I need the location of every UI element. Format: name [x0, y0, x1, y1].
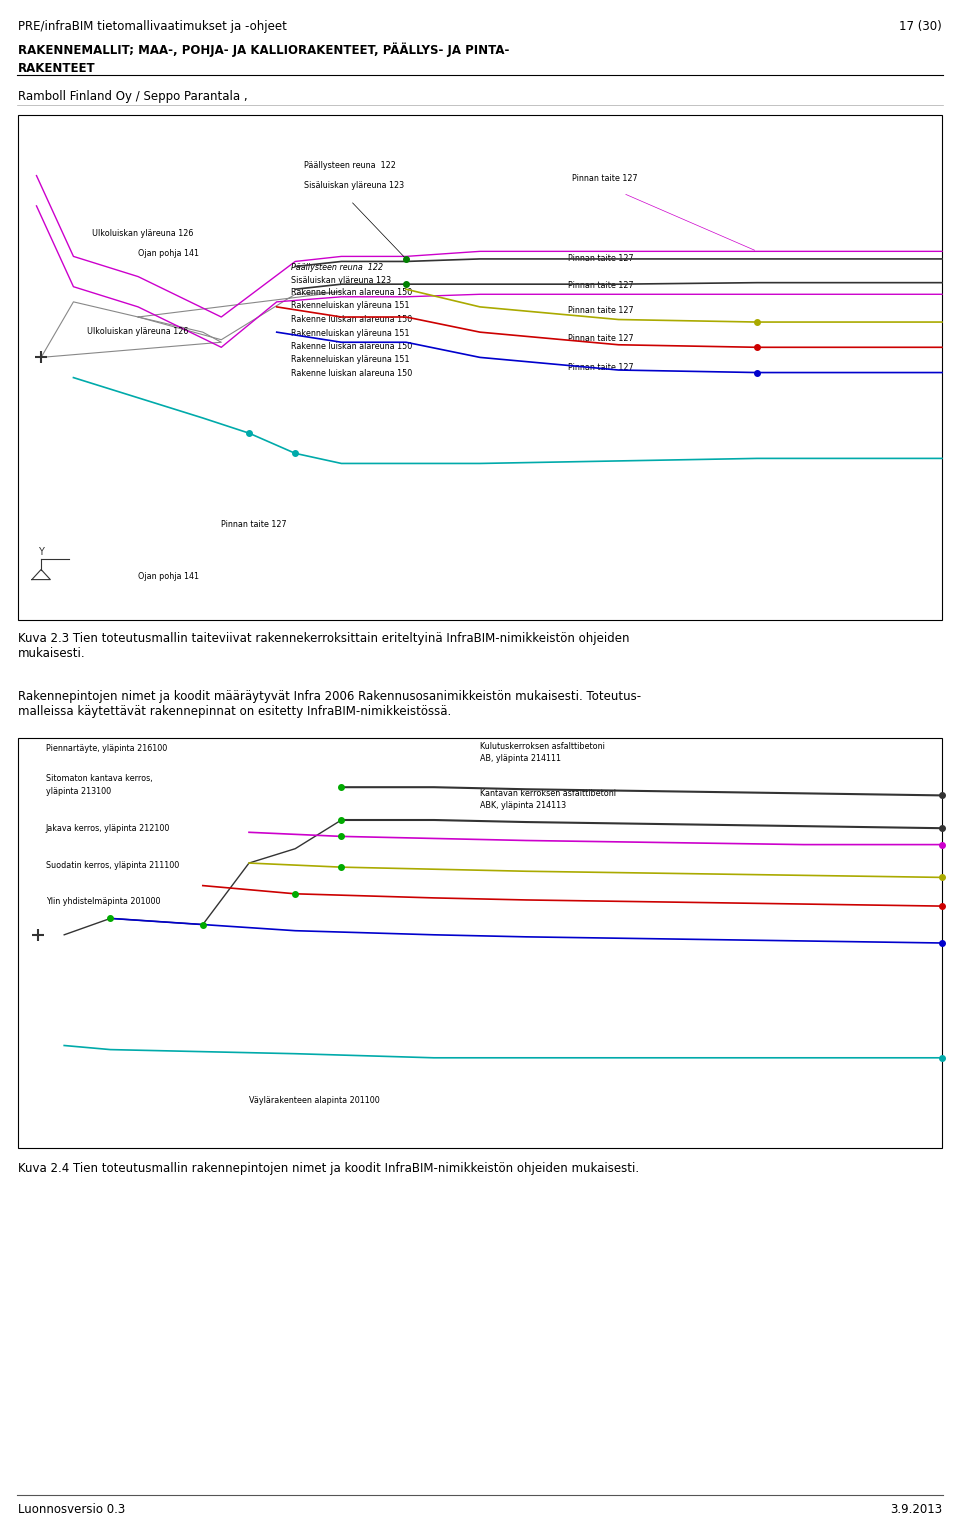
Text: PRE/infraBIM tietomallivaatimukset ja -ohjeet: PRE/infraBIM tietomallivaatimukset ja -o…	[18, 20, 287, 34]
Text: Rakennepintojen nimet ja koodit määräytyvät Infra 2006 Rakennusosanimikkeistön m: Rakennepintojen nimet ja koodit määräyty…	[18, 690, 641, 717]
Text: Luonnosversio 0.3: Luonnosversio 0.3	[18, 1503, 125, 1515]
Text: Kulutuskerroksen asfalttibetoni: Kulutuskerroksen asfalttibetoni	[480, 742, 605, 751]
Text: Jakava kerros, yläpinta 212100: Jakava kerros, yläpinta 212100	[46, 824, 170, 833]
Text: Rakenneluiskan yläreuna 151: Rakenneluiskan yläreuna 151	[291, 355, 409, 364]
Text: Rakenne luiskan alareuna 150: Rakenne luiskan alareuna 150	[291, 341, 412, 350]
Text: Sisäluiskan yläreuna 123: Sisäluiskan yläreuna 123	[304, 181, 404, 190]
Text: Suodatin kerros, yläpinta 211100: Suodatin kerros, yläpinta 211100	[46, 860, 179, 870]
Text: Rakenneluiskan yläreuna 151: Rakenneluiskan yläreuna 151	[291, 329, 409, 338]
Text: Pinnan taite 127: Pinnan taite 127	[221, 519, 287, 528]
Text: Pinnan taite 127: Pinnan taite 127	[567, 362, 634, 372]
Bar	[18, 739, 942, 1148]
Text: Sisäluiskan yläreuna 123: Sisäluiskan yläreuna 123	[291, 276, 391, 285]
Text: ABK, yläpinta 214113: ABK, yläpinta 214113	[480, 801, 566, 810]
Text: Sitomaton kantava kerros,: Sitomaton kantava kerros,	[46, 775, 153, 783]
Text: 17 (30): 17 (30)	[900, 20, 942, 34]
Text: Päällysteen reuna  122: Päällysteen reuna 122	[304, 161, 396, 171]
Text: Pinnan taite 127: Pinnan taite 127	[567, 306, 634, 315]
Text: Pinnan taite 127: Pinnan taite 127	[567, 280, 634, 289]
Text: Ojan pohja 141: Ojan pohja 141	[138, 250, 199, 259]
Text: Päällysteen reuna  122: Päällysteen reuna 122	[291, 263, 383, 273]
Text: Ulkoluiskan yläreuna 126: Ulkoluiskan yläreuna 126	[87, 326, 189, 335]
Text: Kuva 2.3 Tien toteutusmallin taiteviivat rakennekerroksittain eriteltyinä InfraB: Kuva 2.3 Tien toteutusmallin taiteviivat…	[18, 632, 630, 659]
Text: Pinnan taite 127: Pinnan taite 127	[567, 334, 634, 343]
Text: Ramboll Finland Oy / Seppo Parantala ,: Ramboll Finland Oy / Seppo Parantala ,	[18, 90, 248, 104]
Text: Ulkoluiskan yläreuna 126: Ulkoluiskan yläreuna 126	[92, 228, 193, 238]
Text: Rakenne luiskan alareuna 150: Rakenne luiskan alareuna 150	[291, 369, 412, 378]
Text: 3.9.2013: 3.9.2013	[890, 1503, 942, 1515]
Text: Y: Y	[38, 547, 44, 557]
Text: RAKENNEMALLIT; MAA-, POHJA- JA KALLIORAKENTEET, PÄÄLLYS- JA PINTA-: RAKENNEMALLIT; MAA-, POHJA- JA KALLIORAK…	[18, 43, 510, 56]
Text: Rakenne luiskan alareuna 150: Rakenne luiskan alareuna 150	[291, 315, 412, 323]
Text: Pinnan taite 127: Pinnan taite 127	[567, 254, 634, 263]
Text: Ylin yhdistelmäpinta 201000: Ylin yhdistelmäpinta 201000	[46, 897, 160, 906]
Text: Rakenne luiskan alareuna 150: Rakenne luiskan alareuna 150	[291, 288, 412, 297]
Text: Piennartäyte, yläpinta 216100: Piennartäyte, yläpinta 216100	[46, 743, 167, 752]
Text: yläpinta 213100: yläpinta 213100	[46, 787, 110, 797]
Text: RAKENTEET: RAKENTEET	[18, 62, 96, 75]
Text: Rakenneluiskan yläreuna 151: Rakenneluiskan yläreuna 151	[291, 302, 409, 311]
Text: Pinnan taite 127: Pinnan taite 127	[572, 174, 638, 183]
Text: Väylärakenteen alapinta 201100: Väylärakenteen alapinta 201100	[249, 1097, 380, 1106]
Text: Kuva 2.4 Tien toteutusmallin rakennepintojen nimet ja koodit InfraBIM-nimikkeist: Kuva 2.4 Tien toteutusmallin rakennepint…	[18, 1162, 639, 1176]
Text: Kantavan kerroksen asfalttibetoni: Kantavan kerroksen asfalttibetoni	[480, 789, 616, 798]
Text: AB, yläpinta 214111: AB, yläpinta 214111	[480, 754, 561, 763]
Text: Ojan pohja 141: Ojan pohja 141	[138, 571, 199, 580]
Bar	[18, 116, 942, 620]
